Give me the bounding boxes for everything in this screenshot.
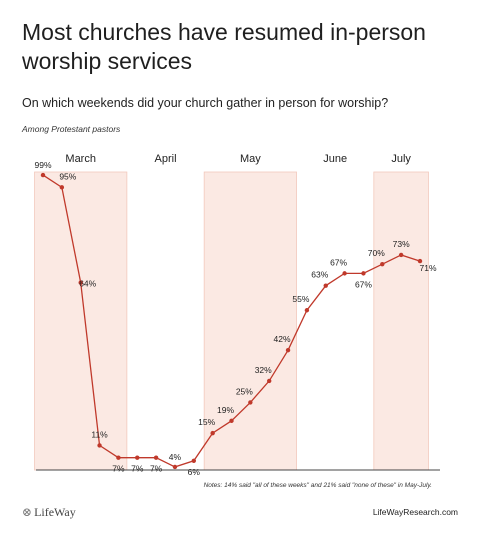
data-point — [267, 378, 272, 384]
month-label-march: March — [65, 153, 96, 165]
data-point — [417, 258, 423, 264]
data-label: 15% — [198, 417, 215, 427]
data-point — [323, 283, 328, 288]
data-point — [153, 455, 159, 460]
data-point — [229, 418, 234, 424]
data-label: 7% — [131, 464, 144, 474]
month-bands — [34, 171, 429, 471]
data-label: 4% — [169, 452, 182, 462]
month-label-may: May — [240, 153, 261, 165]
data-point — [191, 458, 196, 463]
data-label: 63% — [311, 270, 328, 280]
month-labels: March April May June July — [65, 153, 411, 165]
data-point — [97, 443, 102, 448]
data-point — [380, 261, 385, 267]
data-point — [342, 271, 347, 276]
website-link[interactable]: LifeWayResearch.com — [372, 507, 458, 517]
data-label: 71% — [419, 263, 436, 273]
data-point — [172, 464, 178, 470]
data-point — [135, 455, 140, 460]
data-point — [304, 308, 310, 313]
data-label: 6% — [188, 467, 201, 475]
data-label: 25% — [236, 386, 253, 396]
month-band-july — [373, 171, 429, 471]
data-label: 67% — [330, 257, 347, 267]
data-label: 19% — [217, 405, 234, 415]
data-label: 7% — [112, 464, 125, 474]
month-label-june: June — [323, 153, 347, 165]
chart-title: Most churches have resumed in-person wor… — [22, 19, 426, 74]
data-points — [40, 172, 423, 470]
month-label-july: July — [391, 153, 411, 165]
data-point — [116, 455, 121, 460]
data-point — [40, 172, 46, 178]
data-point — [285, 347, 291, 353]
data-label: 67% — [355, 279, 372, 289]
data-label: 99% — [34, 160, 51, 170]
logo-text: LifeWay — [34, 505, 76, 519]
month-band-may — [203, 171, 297, 471]
footnote: Notes: 14% said "all of these weeks" and… — [203, 482, 432, 489]
line-chart: March April May June July 99% 95% 64% 11% 7% 7% 7%… — [34, 153, 440, 475]
data-labels: 99% 95% 64% 11% 7% 7% 7% 4% 6% 15%19%25% 32% 42% 55%… — [34, 160, 436, 475]
data-point — [78, 280, 83, 285]
month-band-march — [34, 171, 128, 471]
data-label: 11% — [91, 429, 108, 439]
data-point — [361, 271, 366, 276]
data-label: 42% — [274, 334, 291, 344]
data-label: 55% — [292, 294, 309, 304]
data-label: 64% — [79, 279, 96, 289]
population-note: Among Protestant pastors — [22, 124, 121, 134]
data-label: 7% — [150, 464, 163, 474]
data-label: 95% — [59, 171, 76, 181]
data-label: 73% — [393, 239, 410, 249]
data-point — [59, 185, 65, 190]
data-label: 32% — [255, 365, 272, 375]
data-point — [248, 400, 253, 405]
data-label: 70% — [368, 248, 385, 258]
data-point — [210, 430, 215, 436]
chart-subtitle: On which weekends did your church gather… — [22, 96, 389, 110]
month-label-april: April — [155, 153, 177, 165]
lifeway-logo: ⊗ LifeWay — [22, 505, 76, 520]
logo-icon: ⊗ — [22, 505, 33, 519]
data-point — [398, 252, 404, 258]
